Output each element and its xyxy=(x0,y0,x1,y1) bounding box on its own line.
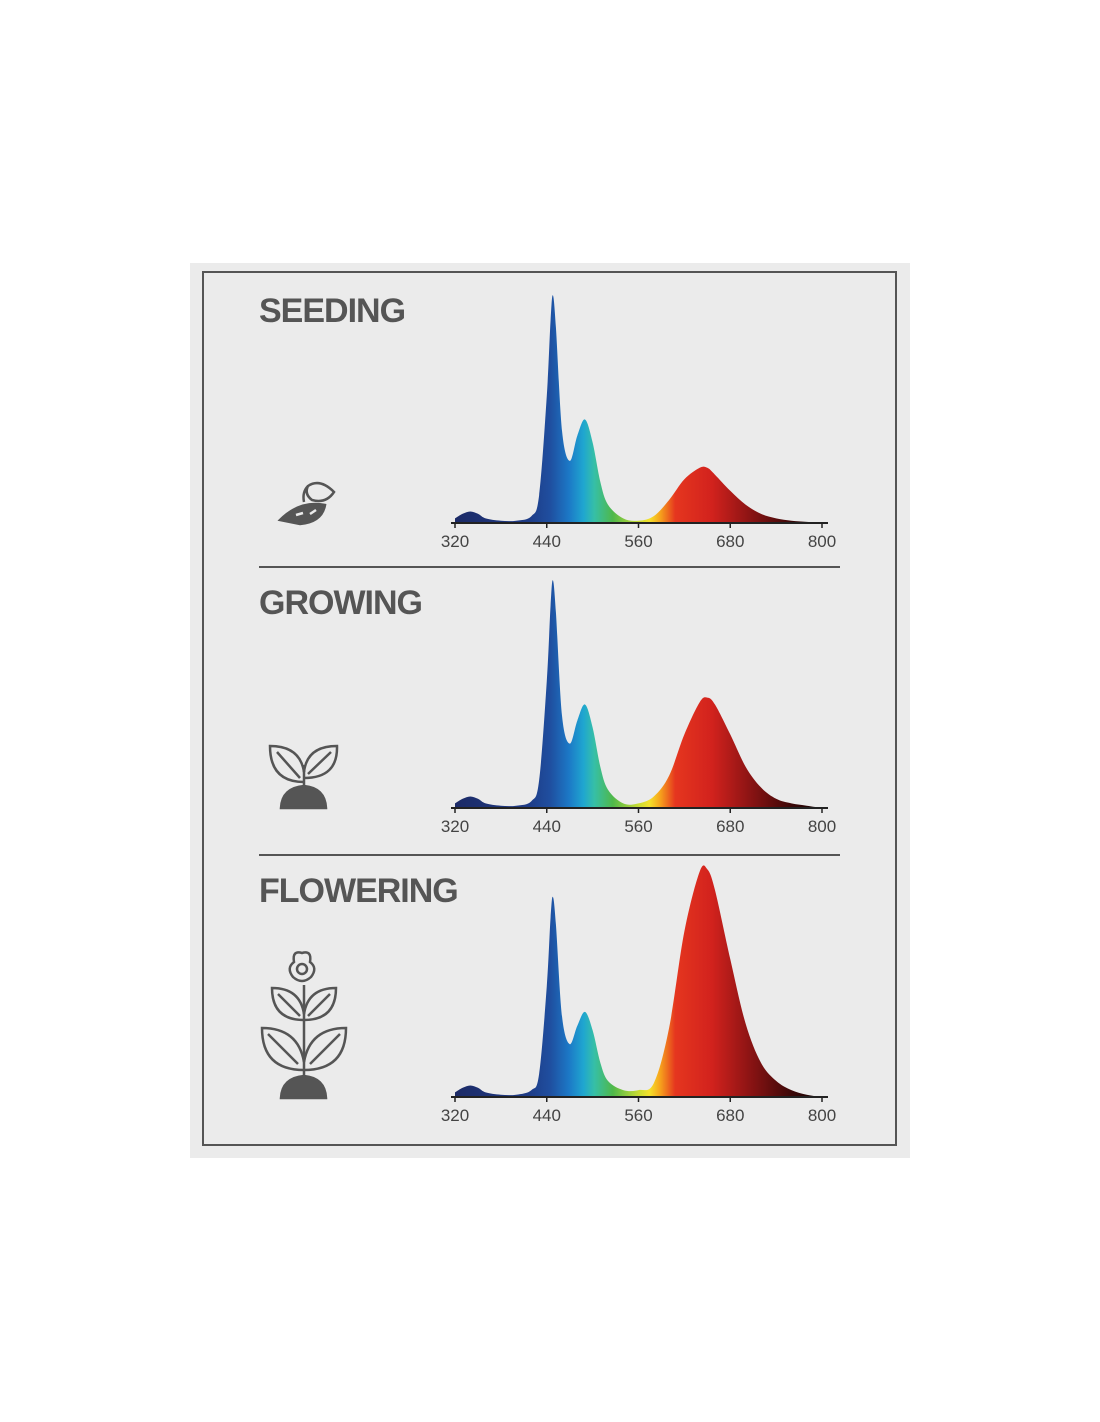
plant-icon xyxy=(268,744,339,810)
chart-title: FLOWERING xyxy=(259,872,458,910)
x-tick-label: 800 xyxy=(808,817,836,836)
flower-icon xyxy=(260,951,348,1100)
spectrum-area xyxy=(455,295,822,523)
x-tick-label: 560 xyxy=(624,817,652,836)
spectrum-area xyxy=(455,580,822,808)
x-tick-label: 680 xyxy=(716,1106,744,1125)
x-tick-label: 680 xyxy=(716,532,744,551)
chart-title: GROWING xyxy=(259,584,422,622)
frame xyxy=(202,271,897,1146)
x-tick-label: 320 xyxy=(441,1106,469,1125)
x-tick-label: 320 xyxy=(441,817,469,836)
x-tick-label: 800 xyxy=(808,1106,836,1125)
x-tick-label: 440 xyxy=(533,817,561,836)
x-tick-label: 680 xyxy=(716,817,744,836)
x-tick-label: 320 xyxy=(441,532,469,551)
x-tick-label: 440 xyxy=(533,1106,561,1125)
x-tick-label: 560 xyxy=(624,532,652,551)
chart-title: SEEDING xyxy=(259,292,405,330)
x-tick-label: 440 xyxy=(533,532,561,551)
x-tick-label: 800 xyxy=(808,532,836,551)
x-tick-label: 560 xyxy=(624,1106,652,1125)
spectrum-area xyxy=(455,865,822,1097)
seedling-icon xyxy=(277,481,336,526)
